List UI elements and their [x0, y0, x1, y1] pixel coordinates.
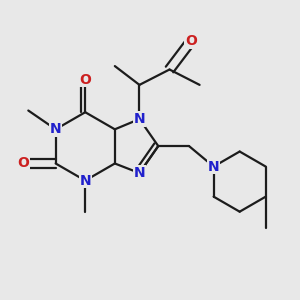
Text: O: O	[17, 157, 29, 170]
Text: N: N	[208, 160, 219, 174]
Text: N: N	[50, 122, 62, 136]
Text: N: N	[80, 174, 91, 188]
Text: N: N	[134, 166, 145, 180]
Text: N: N	[134, 112, 145, 126]
Text: O: O	[185, 34, 197, 49]
Text: O: O	[79, 73, 91, 87]
